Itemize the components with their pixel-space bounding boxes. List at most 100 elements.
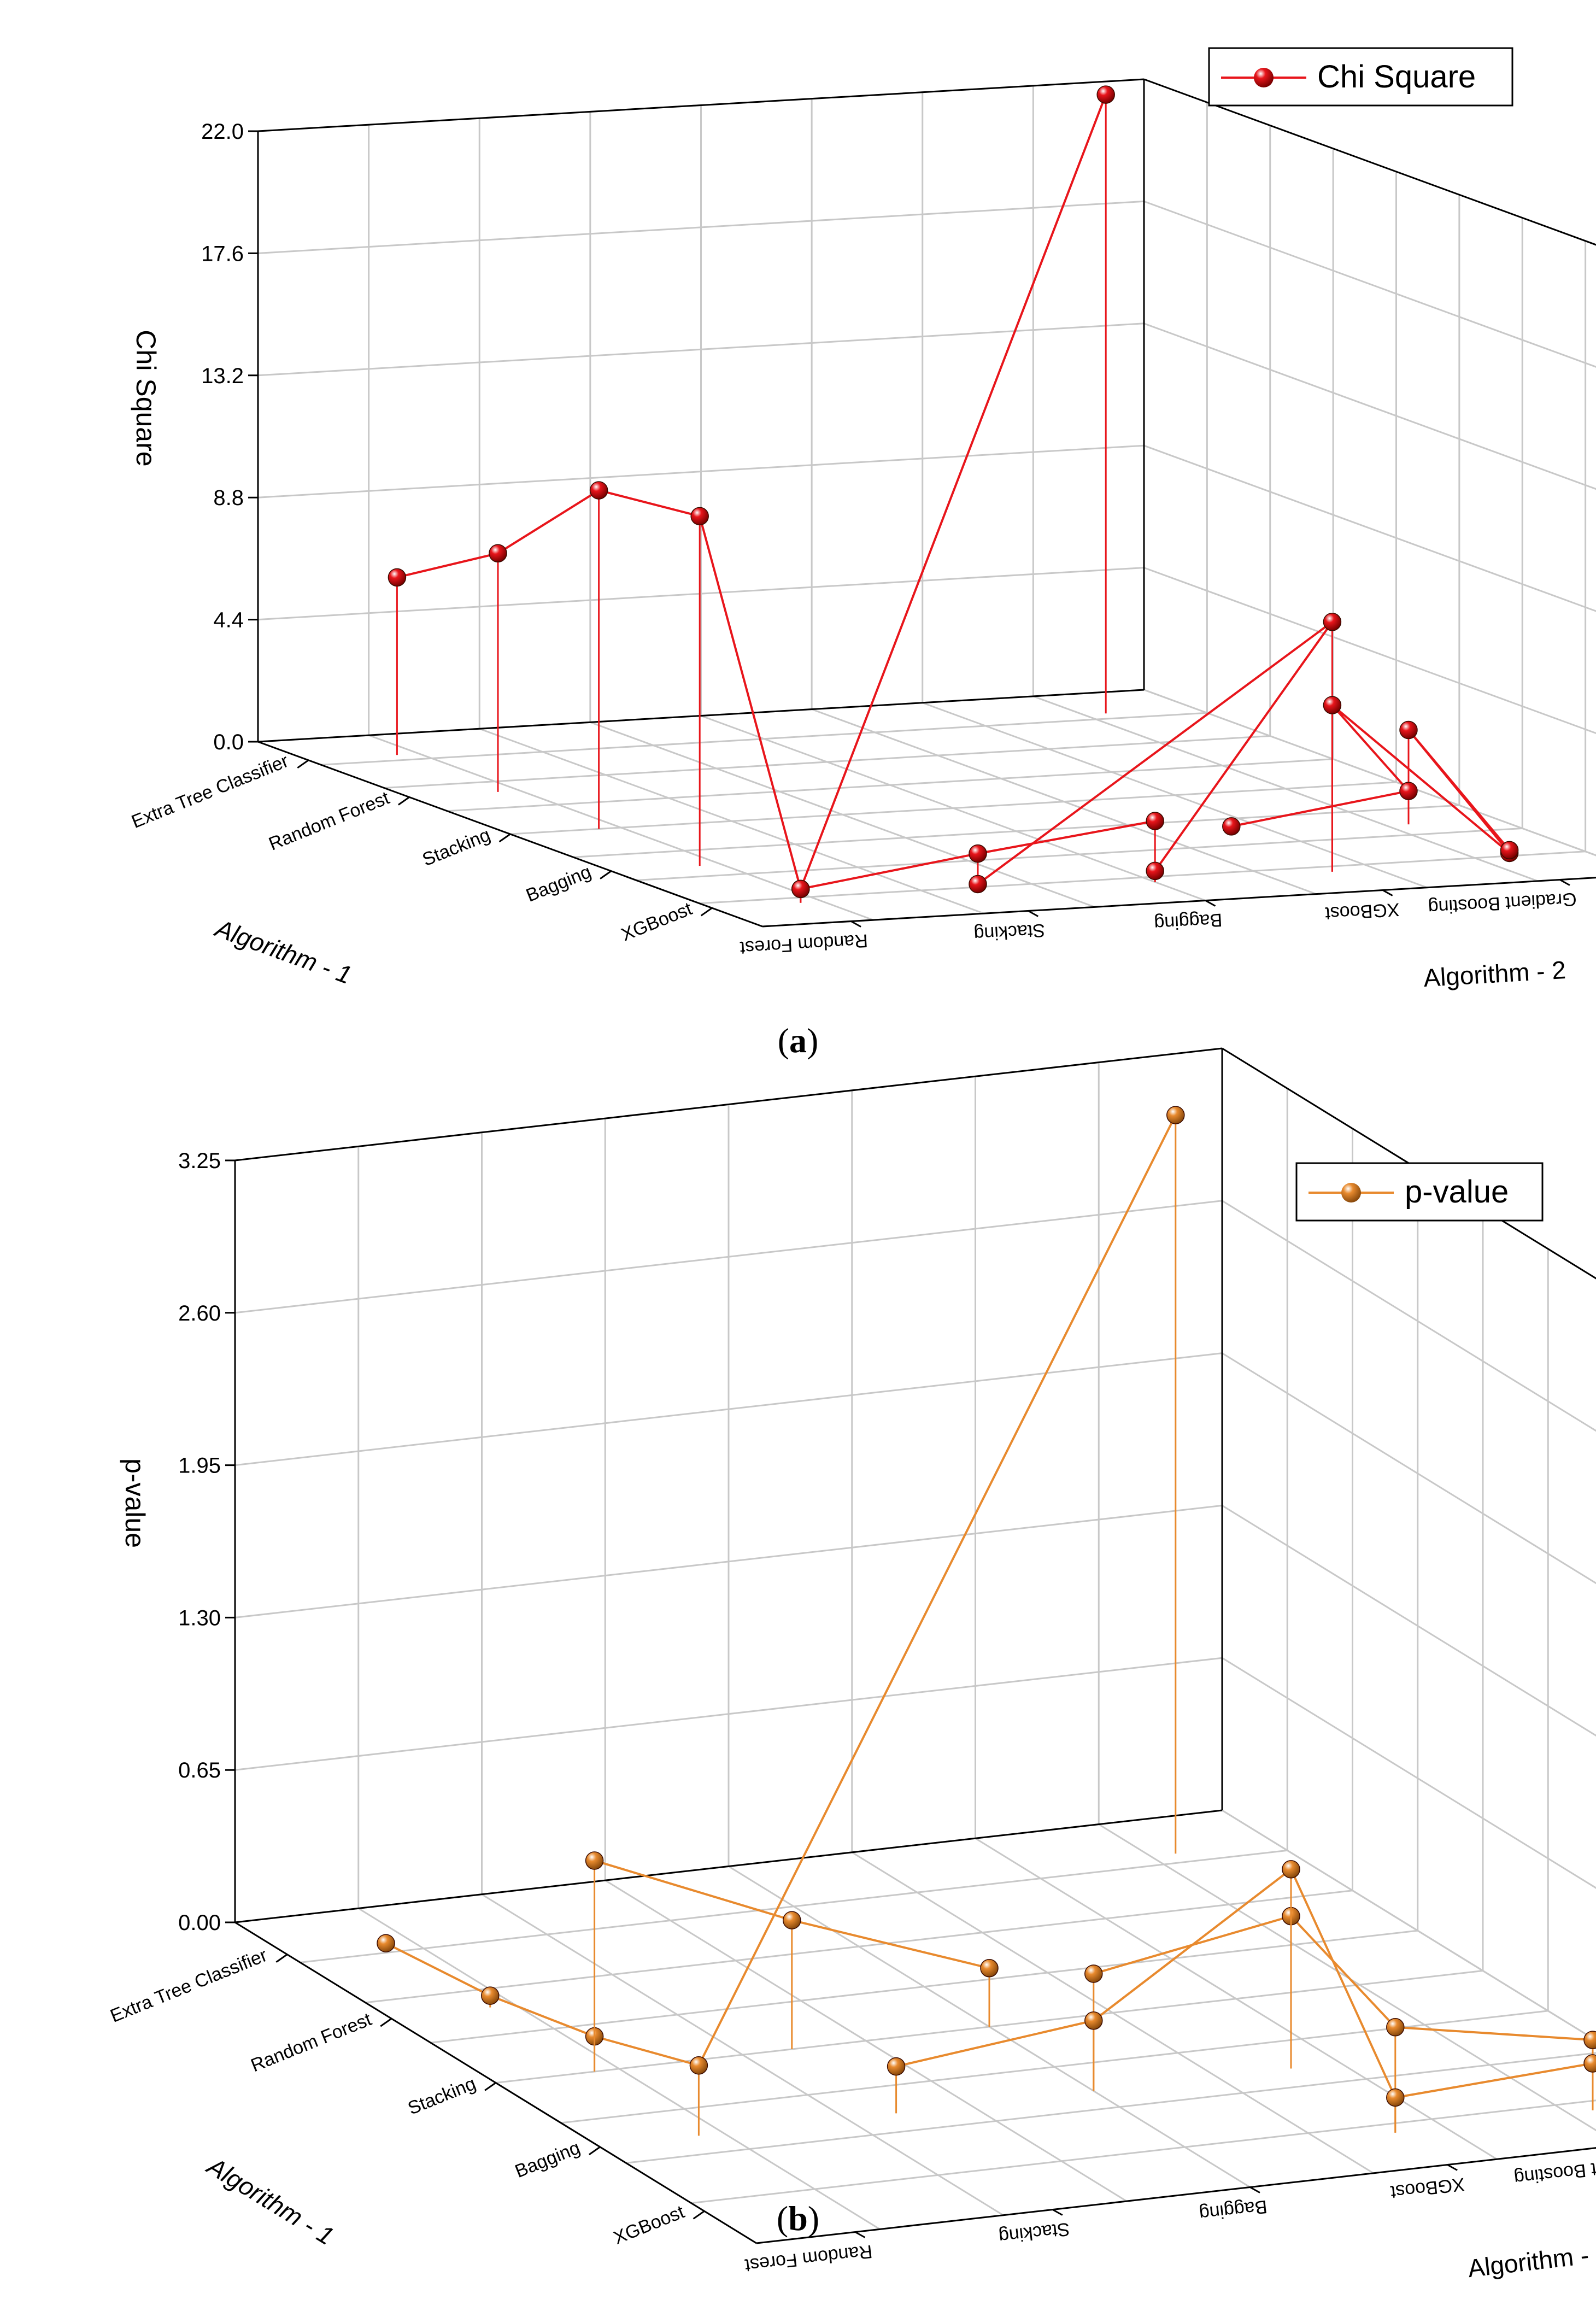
series-line (386, 1115, 1176, 2066)
z-tick-label: 0.0 (213, 730, 244, 754)
panel-caption: (a) (778, 1021, 819, 1060)
x-tick (276, 1955, 287, 1962)
data-point (590, 482, 608, 499)
data-point (1387, 2089, 1404, 2106)
z-axis-title: p-value (120, 1458, 150, 1548)
data-point (1146, 812, 1164, 830)
y-category-label: Bagging (1198, 2196, 1268, 2225)
data-point (586, 1852, 603, 1869)
y-tick (851, 922, 861, 927)
z-tick-label: 2.60 (178, 1301, 221, 1325)
z-tick-label: 3.25 (178, 1149, 221, 1173)
y-category-label: Stacking (998, 2219, 1071, 2247)
z-axis-title: Chi Square (131, 330, 161, 466)
legend: p-value (1296, 1163, 1542, 1221)
x-axis-title: Algorithm - 1 (201, 2151, 339, 2251)
data-point (388, 568, 406, 586)
data-point (888, 2058, 905, 2075)
data-point (783, 1911, 801, 1929)
panel-caption: (b) (777, 2199, 819, 2238)
data-point (1085, 1965, 1102, 1982)
caption-paren-close: ) (807, 1021, 818, 1060)
y-tick (1028, 911, 1038, 917)
x-category-label: Bagging (523, 861, 594, 906)
grid-line (852, 1852, 1374, 2173)
data-point (691, 507, 708, 525)
x-category-label: Random Forest (266, 787, 392, 854)
grid-line (573, 805, 1459, 857)
z-tick-label: 4.4 (213, 608, 244, 632)
grid-line (626, 2051, 1596, 2163)
data-point (1323, 696, 1341, 714)
y-tick (1560, 880, 1570, 885)
grid-line (636, 829, 1522, 881)
x-tick (600, 871, 611, 879)
x-tick (380, 2019, 391, 2026)
x-tick (500, 834, 511, 842)
x-tick (701, 908, 712, 916)
grid-line (1144, 79, 1596, 264)
x-tick (485, 2083, 496, 2091)
data-point (1323, 613, 1341, 631)
grid-line (700, 852, 1586, 904)
y-tick (1383, 890, 1393, 896)
caption-paren-close: ) (808, 2199, 819, 2238)
x-tick (398, 797, 409, 805)
y-category-label: Random Forest (743, 2241, 873, 2276)
grid (235, 1048, 1596, 2243)
grid-line (1144, 201, 1596, 386)
series-line (397, 95, 1106, 889)
x-tick (694, 2211, 705, 2219)
data-point (1387, 2019, 1404, 2036)
x-category-label: XGBoost (618, 898, 695, 945)
data-point (1282, 1861, 1300, 1878)
data-point (1097, 86, 1114, 103)
legend-label: p-value (1405, 1174, 1509, 1210)
legend-marker (1254, 68, 1274, 87)
data-point (1146, 862, 1164, 879)
grid-line (1144, 324, 1596, 508)
y-axis-title: Algorithm - 2 (1423, 955, 1566, 992)
z-tick-label: 0.65 (178, 1758, 221, 1782)
x-tick (589, 2147, 600, 2155)
grid-line (1222, 1810, 1596, 2131)
x-category-label: Extra Tree Classifier (107, 1945, 270, 2027)
series-1 (586, 1852, 998, 2072)
data-point (377, 1934, 395, 1952)
y-tick (1053, 2210, 1063, 2215)
legend-label: Chi Square (1317, 59, 1476, 95)
axis-line (1144, 79, 1596, 264)
y-axis-title: Algorithm - 2 (1466, 2238, 1596, 2283)
x-category-label: Stacking (405, 2073, 479, 2119)
y-tick (1250, 2187, 1260, 2193)
x-category-label: XGBoost (611, 2201, 688, 2248)
legend-marker (1341, 1183, 1361, 1203)
data-point (1501, 841, 1518, 859)
series-0 (377, 1106, 1184, 2136)
z-tick-label: 17.6 (201, 242, 244, 266)
grid-line (1144, 445, 1596, 630)
data-point (1167, 1106, 1184, 1124)
y-tick (855, 2232, 865, 2238)
x-tick (297, 760, 308, 768)
z-tick-label: 22.0 (201, 120, 244, 144)
y-tick (1447, 2165, 1457, 2171)
series-line (1094, 1916, 1593, 2040)
grid-line (1222, 1658, 1596, 1979)
y-category-label: Gradient Boosting (1513, 2151, 1596, 2189)
x-category-label: Stacking (419, 824, 493, 870)
grid-line (1144, 568, 1596, 753)
legend: Chi Square (1209, 48, 1512, 105)
caption-letter: b (788, 2199, 808, 2238)
x-category-label: Bagging (512, 2137, 583, 2182)
data-point (1400, 782, 1417, 800)
y-category-label: XGBoost (1389, 2174, 1466, 2203)
series-2 (1085, 1908, 1596, 2133)
grid (258, 79, 1596, 926)
y-category-label: Bagging (1153, 910, 1223, 934)
z-tick-label: 1.95 (178, 1454, 221, 1478)
